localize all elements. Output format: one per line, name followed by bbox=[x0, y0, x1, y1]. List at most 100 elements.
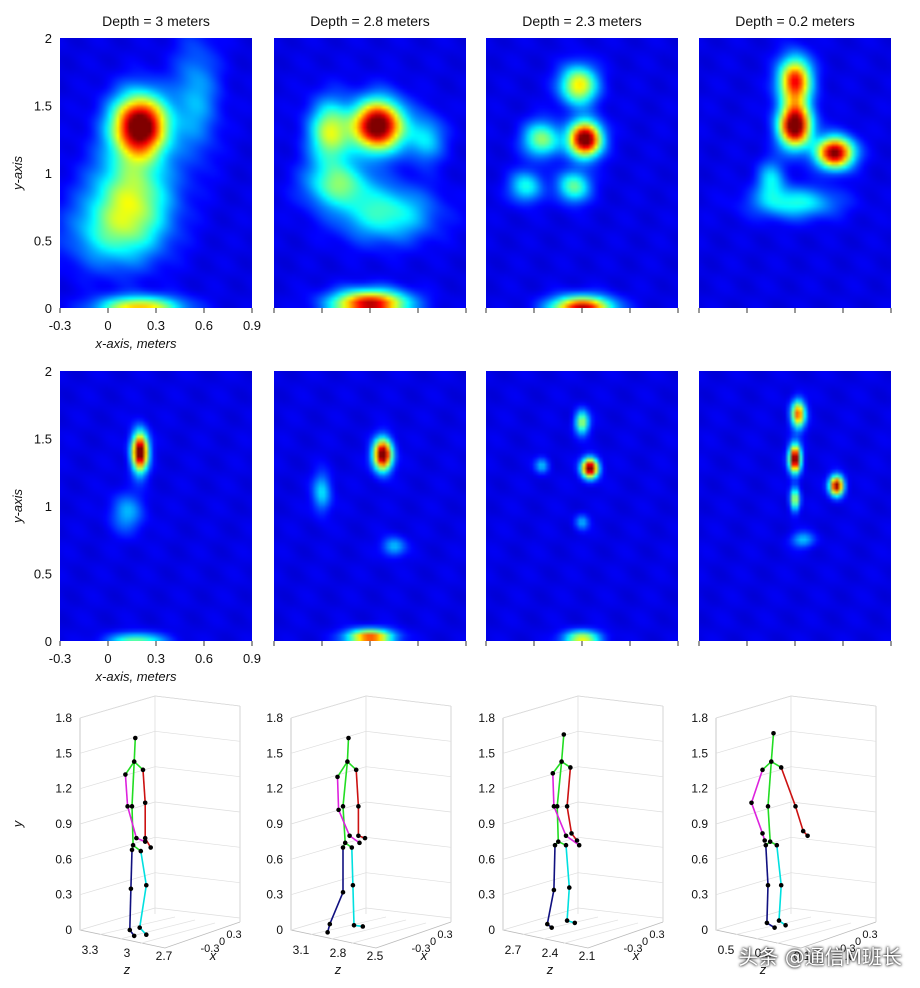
grid-line bbox=[154, 872, 241, 884]
y-tick-label: 0 bbox=[276, 923, 283, 937]
joint-r_shoulder bbox=[140, 767, 146, 773]
y-tick-label: 0.3 bbox=[478, 888, 495, 902]
x-tick-label: -0.3 bbox=[624, 943, 643, 955]
joint-l_hand bbox=[576, 842, 582, 848]
joint-l_foot bbox=[131, 933, 137, 939]
joint-pelvis bbox=[767, 839, 773, 844]
grid-line bbox=[577, 836, 664, 848]
bone-left_arm bbox=[553, 806, 567, 837]
z-tick-label: 0.5 bbox=[718, 943, 735, 957]
x-axis-label: x bbox=[845, 948, 853, 963]
bone-spine bbox=[552, 761, 563, 774]
grid-line bbox=[290, 836, 367, 860]
z-axis-label: z bbox=[546, 962, 554, 977]
joint-l_ankle bbox=[764, 920, 770, 926]
x-tick-label: 0.9 bbox=[243, 651, 261, 666]
joint-r_hip bbox=[349, 845, 355, 850]
joint-l_wrist bbox=[760, 831, 765, 836]
x-tick-label: 0 bbox=[642, 936, 648, 948]
joint-r_ankle bbox=[776, 918, 782, 923]
bone-right_leg bbox=[565, 845, 571, 888]
heatmap-panel bbox=[60, 371, 252, 641]
x-tick-label: 0 bbox=[430, 936, 436, 948]
heatmap-panel bbox=[60, 38, 252, 308]
skeleton-panel: 00.30.60.91.21.51.82.7 2.4 2.1 -0.300.3zx bbox=[478, 695, 665, 977]
axis-frame bbox=[715, 718, 877, 949]
joint-r_elbow bbox=[564, 804, 570, 809]
y-tick-label: 1.5 bbox=[266, 746, 283, 760]
heatmap-panel bbox=[274, 38, 466, 308]
floor-grid bbox=[562, 922, 639, 944]
grid-line bbox=[502, 907, 579, 931]
joint-head bbox=[561, 732, 567, 737]
floor-grid bbox=[522, 916, 599, 935]
joint-l_wrist bbox=[563, 833, 569, 839]
grid-line bbox=[79, 907, 156, 931]
y-tick-label: 2 bbox=[45, 364, 52, 379]
joint-r_knee bbox=[350, 882, 356, 888]
grid-line bbox=[79, 730, 156, 754]
grid-line bbox=[365, 766, 452, 778]
bone-left_leg bbox=[766, 885, 769, 923]
grid-line bbox=[79, 695, 156, 719]
joint-head bbox=[133, 735, 138, 741]
bone-right_leg bbox=[138, 885, 148, 928]
floor-grid bbox=[99, 916, 176, 935]
floor-grid bbox=[542, 919, 619, 940]
x-tick-label: 0 bbox=[219, 936, 225, 948]
joint-l_wrist bbox=[347, 833, 352, 839]
bone-left_leg bbox=[329, 892, 344, 925]
z-axis-label: z bbox=[334, 962, 342, 977]
x-tick-label: 0.3 bbox=[147, 651, 165, 666]
joint-l_ankle bbox=[127, 927, 133, 933]
joint-neck bbox=[345, 759, 350, 764]
bone-right_leg bbox=[352, 885, 355, 926]
grid-line bbox=[79, 872, 156, 896]
y-tick-label: 0.6 bbox=[266, 852, 283, 866]
floor-grid bbox=[755, 919, 832, 940]
bone-right_leg bbox=[776, 845, 782, 886]
joint-r_hip bbox=[563, 842, 569, 848]
joint-r_hand bbox=[362, 835, 368, 841]
floor-grid bbox=[330, 919, 407, 940]
x-tick-label: 0.3 bbox=[147, 318, 165, 333]
z-tick-label: 2.8 bbox=[330, 946, 347, 960]
y-tick-label: 0 bbox=[45, 634, 52, 649]
bone-spine bbox=[770, 733, 775, 762]
x-tick-label: -0.3 bbox=[49, 651, 71, 666]
y-tick-label: 1.2 bbox=[478, 782, 495, 796]
bone-right_arm bbox=[566, 767, 572, 807]
x-tick-label: 0.6 bbox=[195, 651, 213, 666]
bone-left_leg bbox=[765, 845, 769, 886]
grid-line bbox=[715, 907, 792, 931]
y-tick-label: 0.9 bbox=[55, 817, 72, 831]
z-tick-label: 2.5 bbox=[367, 949, 384, 963]
x-tick-label: 0.3 bbox=[226, 929, 241, 941]
bone-spine bbox=[133, 737, 137, 762]
grid-line bbox=[502, 695, 579, 719]
watermark: 头条 @通信M班长 bbox=[738, 945, 902, 969]
y-tick-label: 1.5 bbox=[55, 746, 72, 760]
joint-spine_mid bbox=[129, 804, 135, 809]
grid-line bbox=[790, 730, 877, 742]
bone-spine bbox=[767, 806, 771, 842]
grid-line bbox=[79, 801, 156, 825]
y-tick-label: 1.2 bbox=[691, 782, 708, 796]
y-tick-label: 1.2 bbox=[55, 782, 72, 796]
grid-line bbox=[715, 872, 792, 896]
y-tick-label: 1.8 bbox=[266, 711, 283, 725]
joint-r_foot bbox=[783, 922, 788, 928]
grid-line bbox=[290, 872, 367, 896]
grid-line bbox=[790, 836, 877, 848]
joint-l_shoulder bbox=[550, 771, 556, 776]
axis-frame bbox=[290, 718, 452, 949]
x-tick-label: -0.3 bbox=[201, 943, 220, 955]
joint-l_elbow bbox=[336, 807, 341, 813]
joint-r_ankle bbox=[137, 925, 142, 930]
joint-r_elbow bbox=[793, 804, 798, 809]
y-axis-label: y-axis bbox=[10, 489, 25, 524]
bone-left_arm bbox=[552, 773, 555, 807]
grid-line bbox=[577, 907, 664, 919]
y-tick-label: 0.3 bbox=[55, 888, 72, 902]
panel-title: Depth = 2.3 meters bbox=[522, 13, 641, 29]
